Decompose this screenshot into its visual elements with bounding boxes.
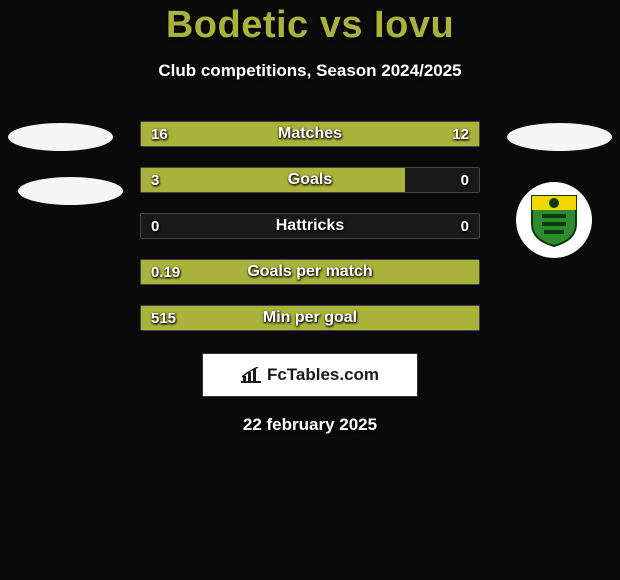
stat-value-right: 0: [461, 214, 469, 238]
stat-label: Goals per match: [141, 260, 479, 284]
stat-row: 16Matches12: [140, 121, 480, 147]
stat-row: 3Goals0: [140, 167, 480, 193]
left-team-placeholder-2: [18, 177, 123, 205]
stat-label: Goals: [141, 168, 479, 192]
stat-value-right: 0: [461, 168, 469, 192]
date-label: 22 february 2025: [0, 415, 620, 435]
brand-box[interactable]: FcTables.com: [202, 353, 418, 397]
right-team-badge: [516, 182, 592, 258]
page-title: Bodetic vs Iovu: [0, 0, 620, 47]
subtitle: Club competitions, Season 2024/2025: [0, 61, 620, 81]
stat-label: Matches: [141, 122, 479, 146]
stat-label: Hattricks: [141, 214, 479, 238]
istra-shield-icon: [530, 192, 578, 248]
bar-chart-icon: [241, 367, 261, 383]
right-team-placeholder-1: [507, 123, 612, 151]
stat-row: 0.19Goals per match: [140, 259, 480, 285]
brand-label: FcTables.com: [267, 365, 379, 385]
stat-label: Min per goal: [141, 306, 479, 330]
stat-row: 515Min per goal: [140, 305, 480, 331]
left-team-placeholder-1: [8, 123, 113, 151]
stat-value-right: 12: [452, 122, 469, 146]
stat-row: 0Hattricks0: [140, 213, 480, 239]
